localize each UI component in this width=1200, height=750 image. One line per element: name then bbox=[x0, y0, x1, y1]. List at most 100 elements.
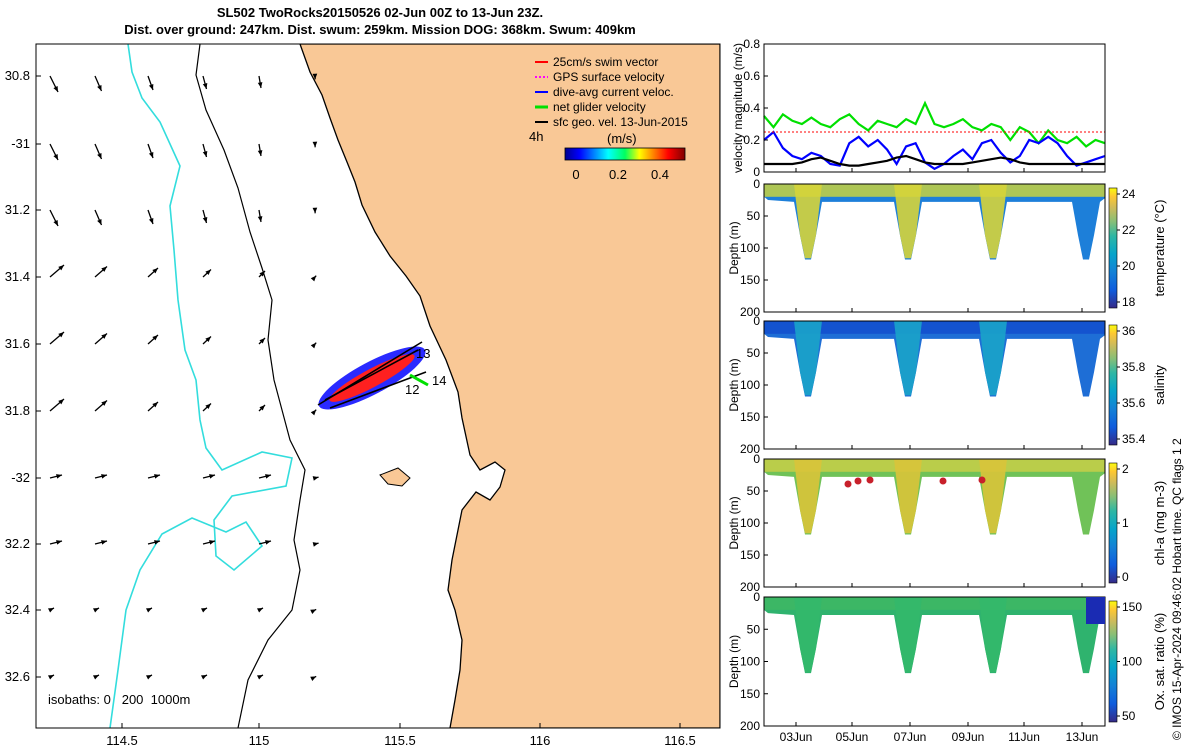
map-x-tick-label: 114.5 bbox=[106, 733, 138, 748]
map-frame bbox=[35, 43, 721, 729]
isobath-1000 bbox=[109, 44, 293, 728]
current-arrowhead bbox=[53, 154, 58, 160]
current-arrowhead bbox=[93, 608, 99, 613]
current-arrowhead bbox=[48, 675, 54, 680]
map-y-tick-label: 32.2 bbox=[5, 536, 30, 551]
title-line-1: SL502 TwoRocks20150526 02-Jun 00Z to 13-… bbox=[216, 5, 544, 20]
time-axis-label: 09Jun bbox=[952, 730, 985, 744]
heatmap-colorbar-4 bbox=[1108, 600, 1118, 723]
depth-y-4-tick-label: 150 bbox=[740, 687, 760, 701]
heatmap-surface-layer bbox=[764, 597, 1105, 610]
colorbar-tick-label: 0 bbox=[1122, 570, 1129, 584]
colorbar-label-3: chl-a (mg m-3) bbox=[1152, 481, 1167, 566]
track-path bbox=[324, 349, 419, 401]
heatmap-dive-plume bbox=[794, 597, 822, 672]
current-arrowhead bbox=[205, 403, 211, 409]
map-x-tick-label: 115.5 bbox=[384, 733, 416, 748]
colorbar-tick-label: 100 bbox=[1122, 655, 1142, 669]
chl-hotspot bbox=[978, 476, 986, 484]
current-arrowhead bbox=[154, 540, 160, 545]
track-path bbox=[329, 371, 427, 409]
map-y-tick-label: 31.4 bbox=[5, 269, 30, 284]
legend-prefix: 4h bbox=[529, 129, 543, 144]
current-arrowhead bbox=[148, 84, 154, 90]
depth-ylabel-3: Depth (m) bbox=[727, 496, 741, 549]
heatmap-dive-plume bbox=[894, 597, 922, 672]
map-x-tick-label: 116.5 bbox=[664, 733, 696, 748]
depth-y-3-tick-label: 200 bbox=[740, 580, 760, 594]
current-arrowhead bbox=[310, 409, 317, 416]
time-axis-label: 07Jun bbox=[894, 730, 927, 744]
current-arrowhead bbox=[310, 275, 317, 282]
current-arrowhead bbox=[56, 540, 62, 545]
legend-swim-label: 25cm/s swim vector bbox=[553, 55, 658, 69]
velocity-series-line bbox=[763, 130, 1106, 171]
colorbar-tick-label: 22 bbox=[1122, 223, 1136, 237]
depth-y-3-tick-label: 100 bbox=[740, 516, 760, 530]
current-arrowhead bbox=[209, 474, 215, 479]
map-y-tick-label: 32.6 bbox=[5, 669, 30, 684]
map-y-tick-label: 31.6 bbox=[5, 336, 30, 351]
chl-hotspot bbox=[854, 477, 862, 485]
legend-dive-label: dive-avg current veloc. bbox=[553, 85, 674, 99]
depth-y-4-tick-label: 0 bbox=[753, 590, 760, 604]
track-swim-band bbox=[329, 354, 415, 402]
current-arrowhead bbox=[312, 476, 319, 481]
colorbar-tick-label: 150 bbox=[1122, 600, 1142, 614]
map-y-tick-label: 31.8 bbox=[5, 403, 30, 418]
depth-y-2-tick-label: 0 bbox=[753, 314, 760, 328]
depth-ylabel-1: Depth (m) bbox=[727, 221, 741, 274]
velocity-panel-bg bbox=[764, 44, 1105, 172]
depth-y-3-tick-label: 150 bbox=[740, 548, 760, 562]
heatmap-dive-plume bbox=[979, 184, 1007, 259]
depth-y-4-tick-label: 100 bbox=[740, 655, 760, 669]
heatmap-dive-plume bbox=[979, 597, 1007, 672]
colorbar-tick-0: 0 bbox=[572, 167, 579, 182]
time-axis-label: 03Jun bbox=[780, 730, 813, 744]
velocity-y-tick-label: 0.6 bbox=[743, 69, 760, 83]
current-arrowhead bbox=[97, 219, 102, 225]
figure-title: SL502 TwoRocks20150526 02-Jun 00Z to 13-… bbox=[0, 4, 760, 38]
map-x-axis: 114.5 115 115.5 116 116.5 bbox=[106, 723, 696, 748]
current-arrowhead bbox=[312, 73, 318, 80]
heatmap-colorbar-3 bbox=[1108, 462, 1118, 584]
current-arrowhead bbox=[310, 676, 317, 681]
current-arrowhead bbox=[154, 474, 160, 479]
colorbar-label: (m/s) bbox=[607, 131, 637, 146]
current-arrowhead bbox=[312, 542, 319, 547]
depth-y-1-tick-label: 100 bbox=[740, 241, 760, 255]
current-arrowhead bbox=[148, 152, 154, 158]
chl-hotspot bbox=[866, 476, 874, 484]
depth-y-2-tick-label: 50 bbox=[747, 346, 761, 360]
heatmap-dive-plume bbox=[979, 321, 1007, 396]
current-arrowhead bbox=[202, 151, 208, 157]
colorbar-tick-label: 18 bbox=[1122, 295, 1136, 309]
map-x-tick-label: 116 bbox=[530, 733, 551, 748]
current-arrowhead bbox=[201, 608, 207, 613]
current-arrowhead bbox=[48, 608, 54, 613]
colorbar-tick-label: 2 bbox=[1122, 462, 1129, 476]
profile-heatmap-4 bbox=[764, 597, 1105, 726]
time-axis-label: 13Jun bbox=[1066, 730, 1099, 744]
current-arrowhead bbox=[265, 474, 271, 479]
isobaths-note: isobaths: 0 200 1000m bbox=[48, 692, 190, 707]
heatmap-dive-plume bbox=[794, 459, 822, 534]
current-arrowhead bbox=[146, 675, 152, 680]
current-arrowhead bbox=[56, 474, 62, 479]
heatmap-dive-plume bbox=[894, 321, 922, 396]
velocity-y-tick-label: 0.2 bbox=[743, 133, 760, 147]
current-arrowhead bbox=[101, 266, 107, 272]
heatmap-surface-layer bbox=[764, 459, 1105, 472]
profile-heatmap-2 bbox=[764, 321, 1105, 449]
current-arrowhead bbox=[202, 83, 208, 89]
depth-y-4-tick-label: 50 bbox=[747, 622, 761, 636]
current-arrowhead bbox=[205, 336, 211, 342]
heatmap-surface-layer bbox=[764, 321, 1105, 334]
current-arrowhead bbox=[152, 268, 158, 274]
current-arrowhead bbox=[257, 675, 263, 680]
current-arrowhead bbox=[101, 540, 107, 545]
map-y-tick-label: -31 bbox=[11, 136, 30, 151]
profile-heatmap-1 bbox=[764, 184, 1105, 312]
colorbar-label-1: temperature (°C) bbox=[1152, 200, 1167, 297]
colorbar-tick-label: 20 bbox=[1122, 259, 1136, 273]
